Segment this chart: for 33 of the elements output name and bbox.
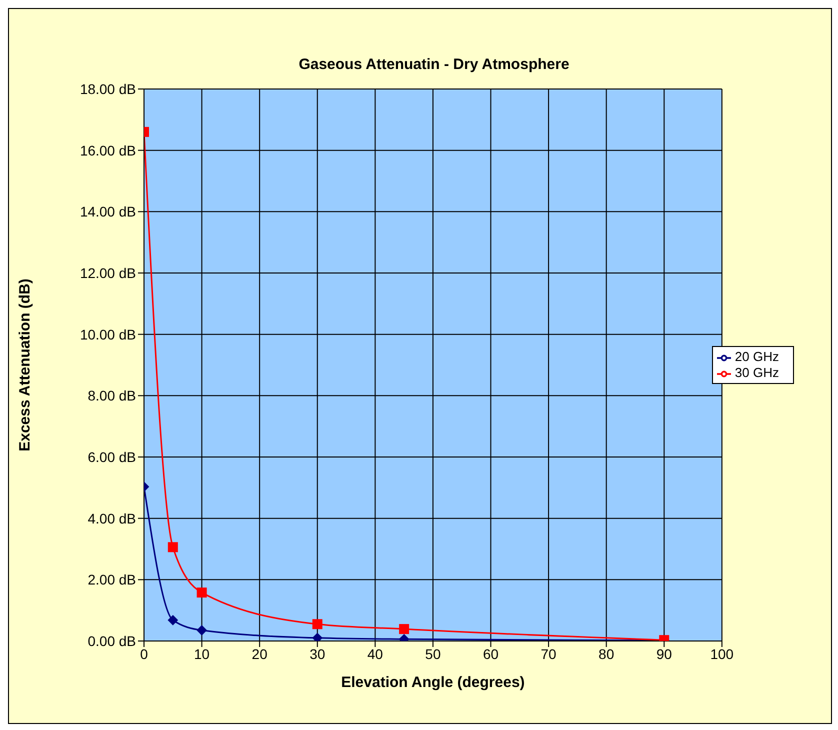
y-tick-label: 10.00 dB — [80, 326, 136, 342]
point — [168, 615, 178, 626]
x-tick-label: 60 — [482, 646, 499, 662]
x-tick-label: 20 — [252, 646, 268, 662]
y-tick-label: 12.00 dB — [80, 264, 136, 281]
x-tick-label: 0 — [140, 646, 148, 662]
y-tick-label: 8.00 dB — [88, 388, 136, 404]
y-tick-label: 16.00 dB — [80, 142, 136, 158]
y-tick-label: 18.00 dB — [80, 80, 136, 97]
x-tick-label: 40 — [367, 646, 384, 662]
y-axis-title: Excess Attenuation (dB) — [16, 278, 34, 452]
point — [312, 632, 322, 641]
x-axis-title: Elevation Angle (degrees) — [341, 674, 525, 691]
chart-title: Gaseous Attenuatin - Dry Atmosphere — [298, 56, 570, 73]
legend-label: 30 GHz — [734, 365, 779, 380]
y-tick-label: 0.00 dB — [88, 632, 136, 649]
point — [312, 619, 322, 630]
x-tick-label: 90 — [656, 646, 672, 662]
y-tick-label: 2.00 dB — [88, 572, 136, 588]
y-tick-label: 6.00 dB — [88, 448, 136, 465]
x-tick-label: 100 — [710, 646, 734, 662]
x-tick-label: 50 — [425, 646, 441, 662]
x-tick-label: 10 — [194, 646, 210, 662]
x-tick-label: 30 — [310, 646, 326, 662]
point — [168, 542, 178, 552]
x-tick-label: 70 — [540, 646, 557, 662]
point — [196, 625, 207, 636]
legend-label: 20 GHz — [734, 349, 779, 364]
x-tick-label: 80 — [598, 646, 614, 662]
y-tick-label: 4.00 dB — [88, 510, 136, 526]
point — [196, 588, 207, 598]
y-tick-label: 14.00 dB — [80, 204, 136, 220]
point — [399, 624, 410, 634]
